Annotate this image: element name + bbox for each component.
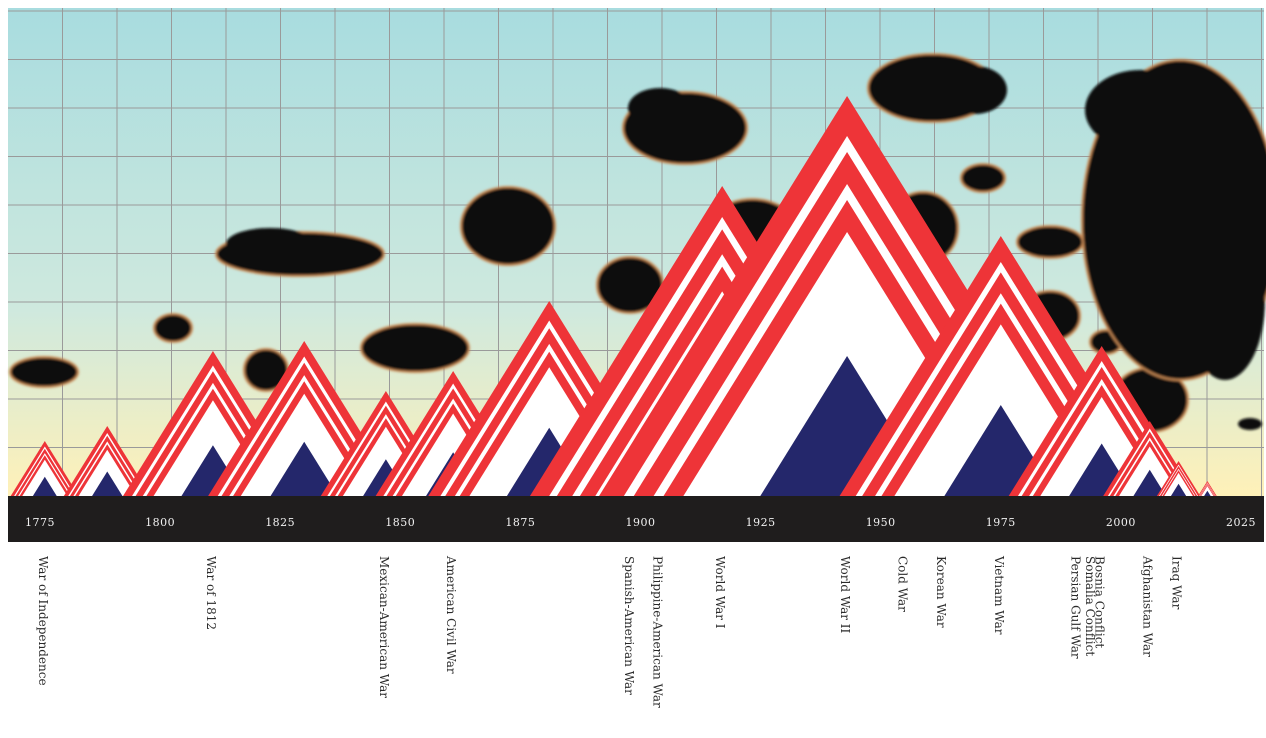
war-name-label: Iraq War [1170,556,1184,610]
war-name-label: War of Independence [36,556,50,686]
smoke-cloud [961,164,1005,192]
year-label: 1975 [986,516,1016,529]
year-label: 1800 [145,516,175,529]
war-name-label: Persian Gulf War [1069,556,1083,659]
smoke-cloud [361,324,469,372]
war-name-label: Spanish-American War [622,556,636,695]
year-label: 2025 [1226,516,1256,529]
war-name-label: Bosnia Conflict [1093,556,1107,648]
year-label: 2000 [1106,516,1136,529]
year-label: 1900 [626,516,656,529]
year-label: 1850 [385,516,415,529]
war-name-label: War of 1812 [204,556,218,630]
smoke-cloud [1238,418,1262,430]
war-name-label: Afghanistan War [1141,555,1155,657]
smoke-cloud [154,314,192,342]
war-name-label: Vietnam War [992,555,1006,635]
year-label: 1875 [505,516,535,529]
year-label: 1825 [265,516,295,529]
smoke-cloud [461,187,555,265]
year-label: 1775 [25,516,55,529]
war-name-label: World War I [713,556,727,629]
war-name-label: Philippine-American War [651,556,665,708]
smoke-cloud [10,357,78,387]
war-name-labels: War of Independence War of 1812 Mexican-Am… [36,555,1184,708]
war-name-label: Cold War [896,556,910,612]
smoke-cloud [1017,226,1083,258]
war-name-label: Mexican-American War [377,556,391,698]
war-name-label: Korean War [934,556,948,628]
year-label: 1950 [866,516,896,529]
smoke-cloud [1082,60,1266,380]
year-label: 1925 [746,516,776,529]
war-name-label: American Civil War [444,555,458,674]
war-name-label: World War II [838,556,852,634]
